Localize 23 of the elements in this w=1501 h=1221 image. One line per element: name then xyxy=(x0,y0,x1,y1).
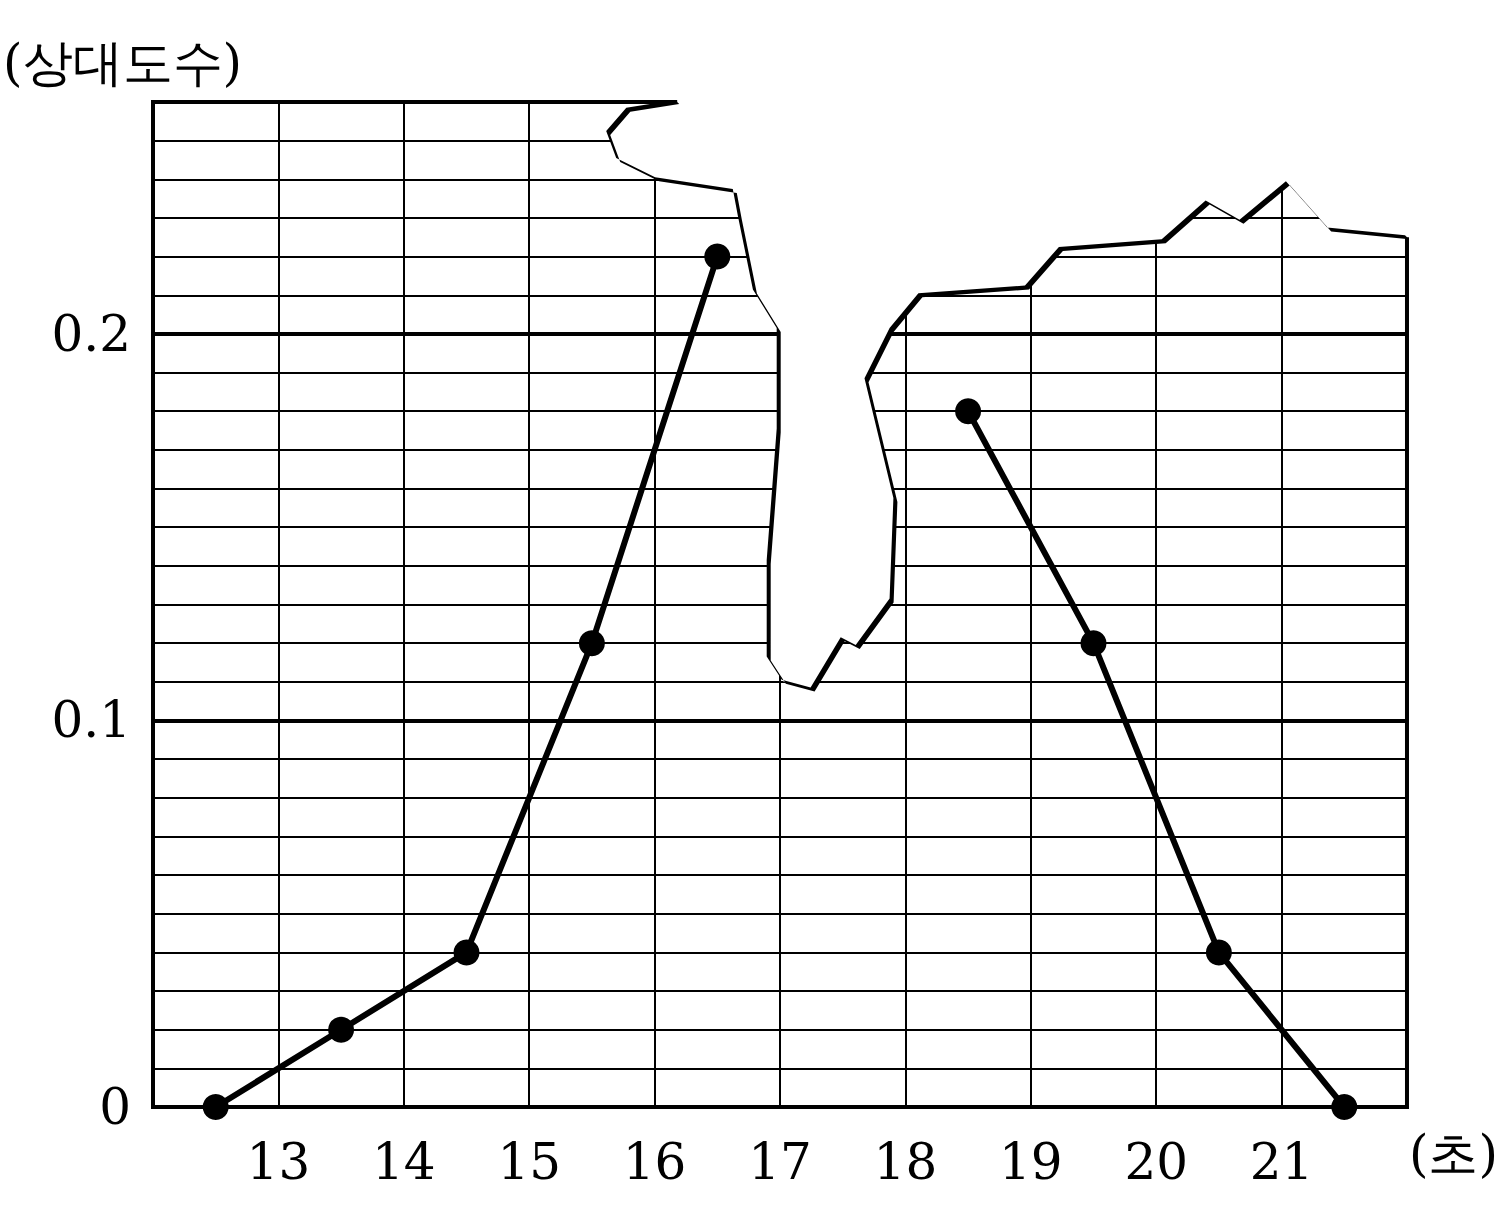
point xyxy=(202,1094,229,1120)
x-axis-title: (초) xyxy=(1408,1125,1498,1183)
x-tick-label: 15 xyxy=(497,1133,562,1191)
point xyxy=(704,243,731,270)
point xyxy=(1205,939,1232,966)
point xyxy=(1080,630,1107,657)
point xyxy=(328,1016,355,1043)
x-tick-label: 18 xyxy=(873,1133,938,1191)
x-tick-label: 21 xyxy=(1249,1133,1314,1191)
x-tick-label: 17 xyxy=(748,1133,812,1191)
y-axis-title: (상대도수) xyxy=(3,34,243,92)
point xyxy=(1331,1094,1358,1120)
x-tick-label: 20 xyxy=(1124,1133,1188,1191)
y-tick-label: 0 xyxy=(99,1078,131,1136)
y-tick-label: 0.2 xyxy=(51,304,131,363)
point xyxy=(578,630,605,657)
y-tick-label: 0.1 xyxy=(51,691,131,750)
x-tick-label: 19 xyxy=(998,1133,1063,1191)
x-tick-label: 16 xyxy=(622,1133,687,1191)
x-tick-label: 14 xyxy=(371,1133,436,1191)
x-tick-label: 13 xyxy=(246,1133,311,1191)
point xyxy=(453,939,480,966)
point xyxy=(955,398,982,425)
